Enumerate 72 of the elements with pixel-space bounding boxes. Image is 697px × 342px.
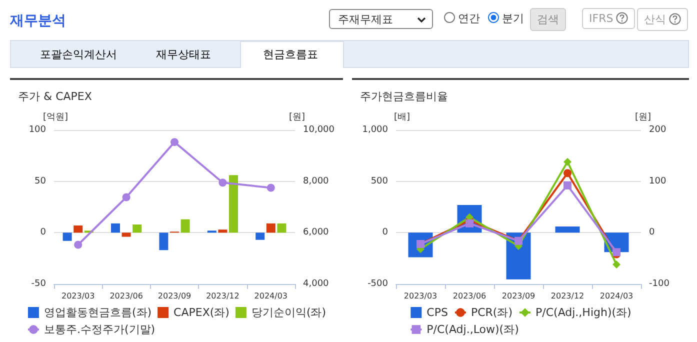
text: 산식 [644,13,666,26]
x-tick-label: 2023/06 [452,292,486,300]
text: 주재무제표 [338,13,393,26]
text: 검색 [537,13,559,26]
bar [266,223,276,233]
y-tick-label: -500 [368,279,388,289]
bar [111,223,120,233]
text: 재무분석 [10,13,66,29]
text: 연간 [458,12,480,25]
y2-axis-title: [원] [635,112,652,122]
bar [74,225,83,233]
y-axis-title: [억원] [42,112,68,122]
y2-tick-label: 0 [649,228,655,238]
bar [229,175,238,233]
y-tick-label: -50 [31,279,46,289]
y2-tick-label: 100 [649,176,666,186]
bar [256,232,265,240]
bar [555,226,580,233]
bar [277,223,286,233]
bar [62,232,72,241]
y-tick-label: 0 [382,228,388,238]
x-tick-label: 2023/03 [61,292,95,300]
x-tick-label: 2023/09 [502,292,536,300]
x-tick-label: 2023/12 [550,292,584,300]
text: 재무상태표 [156,48,211,61]
y2-tick-label: 6,000 [303,228,330,238]
y-tick-label: 1,000 [362,125,388,135]
y2-tick-label: -100 [649,279,670,289]
y2-axis-title: [원] [289,112,306,122]
y2-tick-label: 200 [649,125,666,135]
point [218,178,227,187]
point [564,169,572,178]
text: 분기 [502,12,524,25]
y-tick-label: 500 [370,176,388,186]
bar [132,224,142,233]
y2-tick-label: 4,000 [303,279,330,289]
legend-label: 보통주.수정주가(기말) [44,323,156,336]
text: IFRS [589,12,614,25]
y-axis-title: [배] [394,112,410,122]
x-tick-label: 2023/06 [110,292,143,300]
point [266,184,275,192]
bar [180,219,190,233]
y-tick-label: 0 [40,228,46,238]
y2-tick-label: 8,000 [303,176,330,186]
legend-label: P/C(Adj.,High)(좌) [536,306,632,319]
legend-label: PCR(좌) [470,306,513,319]
legend-label: 당기순이익(좌) [251,306,326,319]
point [170,138,178,146]
y-tick-label: 50 [34,176,46,186]
x-tick-label: 2023/12 [206,292,240,300]
legend-label: CPS [426,306,448,319]
text: 현금흐름표 [263,48,318,61]
point [612,260,620,268]
x-tick-label: 2024/03 [600,292,634,300]
x-tick-label: 2024/03 [254,292,288,300]
legend-label: CAPEX(좌) [174,306,230,319]
y-tick-label: 100 [28,125,46,135]
point [564,181,572,190]
bar [218,230,228,233]
bar [122,232,131,237]
chart-title: 주가 & CAPEX [18,89,92,104]
text: 포괄손익계산서 [40,48,117,61]
point [74,240,82,249]
legend-label: P/C(Adj.,Low)(좌) [426,323,519,336]
x-tick-label: 2023/03 [404,292,438,300]
point [122,193,130,202]
y2-tick-label: 10,000 [303,125,335,135]
x-tick-label: 2023/09 [158,292,192,300]
bar [159,232,168,250]
point [564,158,572,166]
legend-label: 영업활동현금흐름(좌) [44,306,152,319]
chart-title: 주가현금흐름비율 [360,89,448,104]
